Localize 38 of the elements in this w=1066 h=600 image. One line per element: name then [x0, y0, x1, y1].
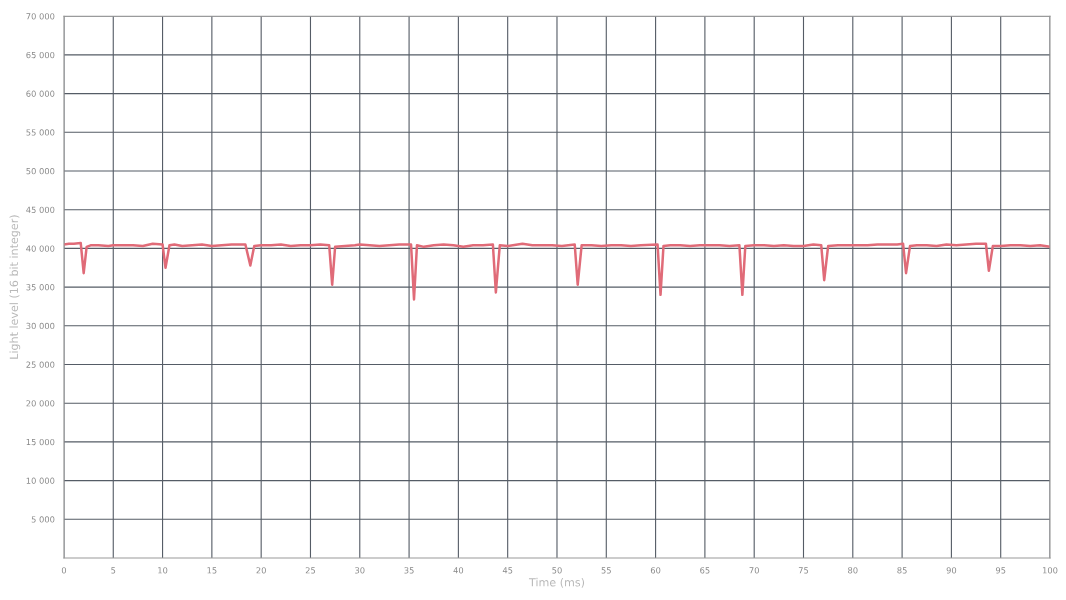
line-series [63, 241, 1051, 301]
x-tick-label: 55 [601, 567, 611, 574]
x-tick-label: 85 [897, 567, 907, 574]
y-tick-label: 15 000 [26, 438, 55, 446]
x-tick-label: 65 [700, 567, 710, 574]
y-tick-label: 5 000 [31, 516, 55, 523]
y-tick-label: 30 000 [26, 322, 55, 330]
y-tick-label: 10 000 [26, 477, 55, 484]
x-tick-label: 0 [61, 567, 67, 574]
x-tick-label: 25 [305, 567, 316, 574]
y-tick-label: 20 000 [26, 400, 55, 407]
y-tick-label: 35 000 [26, 284, 55, 291]
y-tick-label: 25 000 [26, 361, 55, 368]
x-tick-label: 90 [946, 567, 957, 574]
x-tick-label: 45 [502, 567, 513, 574]
y-tick-label: 55 000 [26, 129, 55, 136]
x-tick-label: 70 [749, 567, 759, 574]
x-tick-label: 50 [552, 567, 562, 574]
x-tick-label: 60 [650, 567, 661, 574]
x-tick-label: 75 [798, 567, 809, 574]
y-tick-label: 45 000 [26, 206, 55, 213]
y-axis-title: Light level (16 bit integer) [9, 215, 21, 359]
x-tick-label: 10 [158, 567, 168, 574]
x-tick-label: 15 [207, 567, 217, 574]
y-tick-label: 50 000 [26, 167, 55, 175]
x-tick-label: 80 [848, 567, 858, 574]
y-tick-label: 60 000 [26, 90, 55, 97]
x-tick-label: 30 [355, 567, 365, 574]
x-tick-label: 95 [995, 567, 1006, 574]
x-tick-label: 100 [1042, 567, 1058, 574]
x-tick-label: 5 [111, 567, 116, 574]
x-tick-label: 35 [404, 567, 414, 574]
y-tick-label: 40 000 [26, 245, 55, 252]
y-tick-label: 65 000 [26, 51, 55, 59]
x-tick-label: 40 [453, 567, 464, 574]
x-axis-title: Time (ms) [528, 577, 585, 588]
y-tick-label: 70 000 [26, 13, 55, 20]
x-tick-label: 20 [256, 567, 266, 574]
